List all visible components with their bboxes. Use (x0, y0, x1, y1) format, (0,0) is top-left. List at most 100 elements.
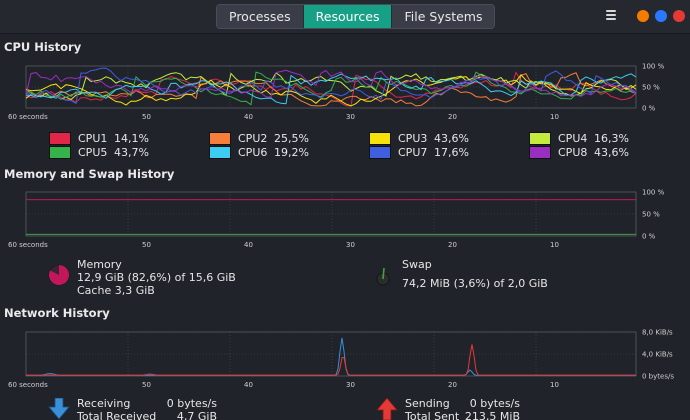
network-y-tick: 0 bytes/s (642, 373, 674, 381)
cpu-legend-item-3: CPU3 43,6% (369, 131, 469, 145)
cpu-x-tick: 40 (244, 113, 253, 121)
hamburger-menu-icon[interactable] (606, 10, 616, 22)
minimize-button[interactable] (637, 10, 649, 22)
cpu7-color-swatch[interactable] (369, 145, 391, 159)
memory-usage: 12,9 GiB (82,6%) of 15,6 GiB (77, 271, 236, 284)
cpu-legend-item-7: CPU7 17,6% (369, 145, 469, 159)
memory-x-tick: 60 seconds (8, 241, 48, 249)
receiving-value: 0 bytes/s (166, 397, 217, 410)
cpu8-label: CPU8 (558, 145, 588, 159)
cpu2-history-line (25, 72, 637, 107)
cpu7-label: CPU7 (398, 145, 428, 159)
sending-info: Sending 0 bytes/s Total Sent 213,5 MiB (405, 397, 520, 420)
cpu6-value: 19,2% (274, 145, 309, 159)
cpu1-label: CPU1 (78, 131, 108, 145)
close-button[interactable] (673, 10, 685, 22)
cpu2-color-swatch[interactable] (209, 131, 231, 145)
cpu4-history-line (25, 72, 637, 101)
swap-usage: 74,2 MiB (3,6%) of 2,0 GiB (402, 277, 548, 290)
cpu5-color-swatch[interactable] (49, 145, 71, 159)
memory-y-tick: 0 % (642, 233, 656, 241)
send-history-line (26, 344, 636, 376)
network-y-tick: 8,0 KiB/s (642, 329, 673, 337)
cpu-legend-item-1: CPU1 14,1% (49, 131, 149, 145)
cpu3-label: CPU3 (398, 131, 428, 145)
network-x-tick: 50 (142, 381, 151, 389)
tab-processes[interactable]: Processes (217, 5, 303, 28)
memory-cache: Cache 3,3 GiB (77, 284, 155, 297)
cpu-x-tick: 10 (550, 113, 559, 121)
cpu-y-tick: 50 % (642, 84, 660, 92)
receive-history-line (26, 337, 636, 376)
cpu-legend-item-5: CPU5 43,7% (49, 145, 149, 159)
cpu-history-graph: 100 % 50 % 0 % 60 seconds 50 40 30 20 10 (8, 63, 665, 122)
cpu8-history-line (25, 69, 637, 98)
network-x-tick: 20 (448, 381, 457, 389)
swap-info: Swap 74,2 MiB (3,6%) of 2,0 GiB (402, 258, 548, 290)
network-x-tick: 10 (550, 381, 559, 389)
cpu6-label: CPU6 (238, 145, 268, 159)
cpu-x-tick: 30 (346, 113, 355, 121)
total-sent-label: Total Sent (405, 410, 460, 420)
network-x-tick: 30 (346, 381, 355, 389)
sending-label: Sending (405, 397, 450, 410)
cpu-history-title: CPU History (4, 40, 82, 54)
tab-resources[interactable]: Resources (302, 5, 392, 28)
download-arrow-icon (48, 398, 70, 420)
cpu3-value: 43,6% (434, 131, 469, 145)
memory-swap-history-title: Memory and Swap History (4, 167, 175, 181)
receiving-label: Receiving (77, 397, 131, 410)
cpu-legend-item-6: CPU6 19,2% (209, 145, 309, 159)
network-y-tick: 4,0 KiB/s (642, 351, 673, 359)
memory-x-tick: 40 (244, 241, 253, 249)
memory-info: Memory 12,9 GiB (82,6%) of 15,6 GiB Cach… (77, 258, 236, 297)
total-received-value: 4,7 GiB (176, 410, 217, 420)
network-frame (25, 331, 637, 377)
cpu6-color-swatch[interactable] (209, 145, 231, 159)
network-x-tick: 60 seconds (8, 381, 48, 389)
cpu-x-tick: 20 (448, 113, 457, 121)
cpu8-color-swatch[interactable] (529, 145, 551, 159)
cpu3-color-swatch[interactable] (369, 131, 391, 145)
memory-frame (25, 191, 637, 237)
upload-arrow-icon (376, 398, 398, 420)
cpu4-value: 16,3% (594, 131, 629, 145)
cpu1-value: 14,1% (114, 131, 149, 145)
memory-swap-history-graph: 100 % 50 % 0 % 60 seconds 50 40 30 20 10 (8, 189, 665, 250)
cpu1-color-swatch[interactable] (49, 131, 71, 145)
memory-pie-icon (48, 264, 70, 286)
cpu2-label: CPU2 (238, 131, 268, 145)
header-bar: Processes Resources File Systems (0, 0, 690, 34)
network-history-title: Network History (4, 306, 110, 320)
cpu-legend-item-8: CPU8 43,6% (529, 145, 629, 159)
cpu-y-tick: 100 % (642, 63, 665, 71)
receiving-info: Receiving 0 bytes/s Total Received 4,7 GiB (77, 397, 217, 420)
cpu5-value: 43,7% (114, 145, 149, 159)
memory-y-tick: 50 % (642, 211, 660, 219)
total-sent-value: 213,5 MiB (464, 410, 520, 420)
memory-x-tick: 10 (550, 241, 559, 249)
memory-x-tick: 20 (448, 241, 457, 249)
network-history-graph: 8,0 KiB/s 4,0 KiB/s 0 bytes/s 60 seconds 50 4… (8, 329, 674, 390)
cpu3-history-line (25, 74, 637, 107)
maximize-button[interactable] (655, 10, 667, 22)
view-switcher: Processes Resources File Systems (216, 4, 496, 29)
cpu-y-tick: 0 % (642, 105, 656, 113)
swap-pie-icon (376, 267, 390, 286)
cpu4-label: CPU4 (558, 131, 588, 145)
cpu-legend-item-2: CPU2 25,5% (209, 131, 309, 145)
cpu5-label: CPU5 (78, 145, 108, 159)
cpu5-history-line (25, 71, 637, 106)
cpu7-value: 17,6% (434, 145, 469, 159)
memory-x-tick: 30 (346, 241, 355, 249)
cpu2-value: 25,5% (274, 131, 309, 145)
cpu-x-tick: 60 seconds (8, 113, 48, 121)
tab-file-systems[interactable]: File Systems (391, 5, 495, 28)
cpu8-value: 43,6% (594, 145, 629, 159)
sending-value: 0 bytes/s (469, 397, 520, 410)
memory-x-tick: 50 (142, 241, 151, 249)
cpu7-history-line (25, 67, 637, 105)
cpu-legend-item-4: CPU4 16,3% (529, 131, 629, 145)
network-x-tick: 40 (244, 381, 253, 389)
cpu4-color-swatch[interactable] (529, 131, 551, 145)
